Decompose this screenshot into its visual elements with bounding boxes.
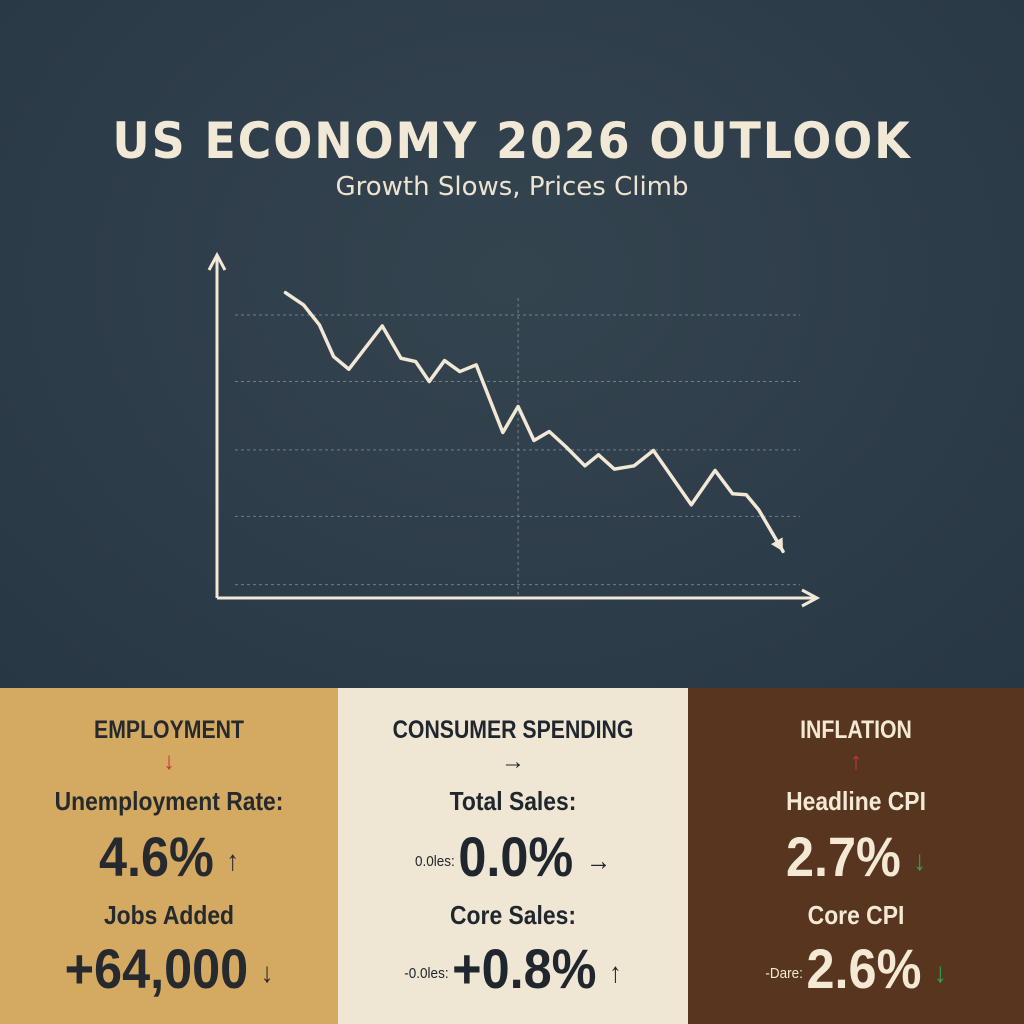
core-cpi-label: Core CPI	[807, 900, 905, 930]
right-arrow-icon: →	[585, 845, 612, 877]
down-arrow-icon: ↓	[933, 957, 947, 989]
data-point	[459, 371, 461, 373]
up-arrow-icon: ↑	[609, 957, 622, 989]
inflation-panel: INFLATION ↑ Headline CPI 2.7% ↓ Core CPI …	[688, 688, 1024, 1024]
header-background	[0, 0, 1024, 688]
data-point	[428, 381, 430, 383]
data-point	[318, 324, 320, 326]
data-point	[565, 445, 567, 447]
series-line	[283, 290, 785, 554]
line-chart	[207, 251, 821, 608]
total-sales-value: 0.0%	[458, 825, 574, 888]
data-point	[597, 454, 599, 456]
data-point	[415, 361, 417, 363]
x-axis-arrowhead	[801, 588, 821, 608]
headline-cpi-label: Headline CPI	[786, 786, 926, 816]
data-point	[502, 431, 504, 433]
data-point	[475, 364, 477, 366]
data-point	[732, 493, 734, 495]
page-title: US ECONOMY 2026 OUTLOOK	[112, 112, 912, 170]
core-cpi-value: 2.6%	[806, 937, 922, 1000]
total-sales-label: Total Sales:	[449, 786, 577, 816]
data-point	[548, 431, 550, 432]
down-arrow-icon: ↓	[260, 957, 274, 989]
up-arrow-icon: ↑	[226, 845, 240, 877]
data-point	[584, 465, 586, 467]
up-arrow-icon: ↑	[850, 748, 862, 775]
data-point	[745, 494, 747, 496]
data-point	[348, 368, 350, 370]
data-point	[758, 509, 760, 511]
right-arrow-icon: →	[501, 748, 525, 775]
data-point	[381, 325, 383, 327]
headline-cpi-value: 2.7%	[785, 825, 901, 888]
unemployment-rate-value: 4.6%	[98, 825, 214, 888]
core-sales-label: Core Sales:	[450, 900, 576, 930]
jobs-added-label: Jobs Added	[103, 900, 235, 930]
data-point	[633, 465, 635, 467]
employment-heading: EMPLOYMENT	[94, 716, 244, 744]
data-point	[400, 357, 402, 359]
data-point	[613, 468, 615, 470]
consumer-spending-heading: CONSUMER SPENDING	[392, 716, 634, 744]
trend-arrowhead	[771, 537, 783, 552]
data-point	[714, 469, 716, 471]
data-point	[652, 449, 654, 451]
data-point	[517, 406, 519, 408]
page-subtitle: Growth Slows, Prices Climb	[335, 172, 689, 202]
y-axis-arrowhead	[207, 251, 227, 271]
data-point	[690, 504, 692, 506]
core-sales-prefix: -0.0les:	[404, 964, 449, 982]
data-point	[444, 360, 446, 362]
inflation-heading: INFLATION	[800, 716, 912, 744]
data-point	[303, 304, 305, 306]
consumer-spending-panel: CONSUMER SPENDING → Total Sales: 0.0les:…	[338, 688, 688, 1024]
unemployment-rate-label: Unemployment Rate:	[54, 786, 284, 816]
gridlines	[235, 298, 800, 598]
down-arrow-icon: ↓	[913, 845, 927, 877]
core-sales-value: +0.8%	[452, 937, 597, 1000]
employment-panel: EMPLOYMENT ↓ Unemployment Rate: 4.6% ↑ Jo…	[0, 688, 338, 1024]
data-point	[284, 292, 286, 294]
jobs-added-value: +64,000	[64, 937, 249, 1000]
data-point	[533, 439, 535, 441]
down-arrow-icon: ↓	[163, 748, 175, 775]
data-point	[333, 356, 335, 358]
core-cpi-prefix: -Dare:	[765, 964, 803, 982]
total-sales-prefix: 0.0les:	[414, 852, 455, 870]
